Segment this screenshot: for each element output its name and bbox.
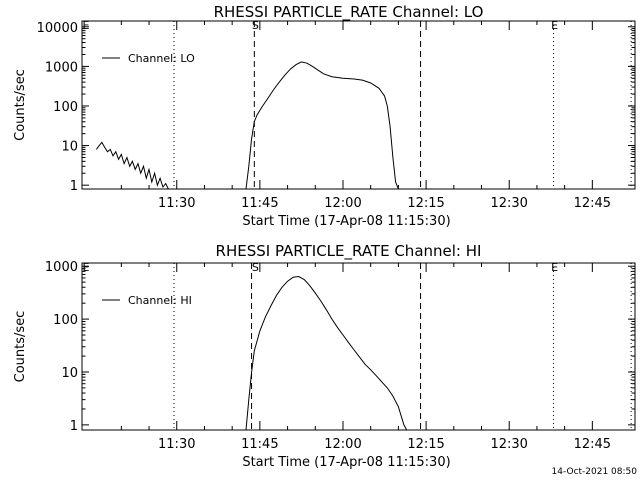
x-tick-label: 11:45 — [241, 196, 278, 211]
x-tick-label: 12:45 — [574, 196, 611, 211]
marker-label-edge: E — [83, 261, 90, 274]
x-tick-label: 12:00 — [324, 437, 361, 452]
series-line — [245, 275, 408, 430]
y-tick-label: 100 — [53, 100, 78, 115]
marker-label-s: S — [252, 261, 259, 274]
y-tick-label: 1 — [70, 179, 78, 194]
y-tick-label: 100 — [53, 313, 78, 328]
timestamp: 14-Oct-2021 08:50 — [552, 467, 638, 477]
x-tick-label: 12:30 — [490, 196, 527, 211]
legend-label: Channel: LO — [128, 52, 195, 65]
x-tick-label: 11:45 — [241, 437, 278, 452]
y-axis-label: Counts/sec — [13, 69, 28, 141]
legend-label: Channel: HI — [128, 294, 192, 307]
panel-lo: RHESSI PARTICLE_RATE Channel: LO 1 10 100 10… — [13, 3, 636, 229]
y-tick-label: 10 — [61, 366, 78, 381]
x-axis-label: Start Time (17-Apr-08 11:15:30) — [242, 455, 450, 470]
chart-title: RHESSI PARTICLE_RATE Channel: LO — [214, 3, 484, 22]
y-tick-label: 10000 — [37, 21, 78, 36]
series-line — [245, 61, 399, 189]
x-tick-label: 11:30 — [158, 196, 195, 211]
y-tick-label: 1 — [70, 419, 78, 434]
x-tick-label: 12:30 — [490, 437, 527, 452]
series-line — [95, 141, 169, 189]
plot-frame — [81, 262, 636, 431]
y-tick-label: 1000 — [45, 260, 78, 275]
plot-frame — [81, 20, 636, 190]
marker-label-e: E — [551, 19, 558, 32]
panel-hi: RHESSI PARTICLE_RATE Channel: HI 1 10 100 10… — [13, 242, 636, 470]
chart-title: RHESSI PARTICLE_RATE Channel: HI — [216, 242, 482, 261]
marker-label-e: E — [551, 261, 558, 274]
x-tick-label: 12:15 — [407, 437, 444, 452]
y-axis-label: Counts/sec — [13, 311, 28, 383]
x-tick-label: 12:45 — [574, 437, 611, 452]
x-tick-label: 12:00 — [324, 196, 361, 211]
marker-label-edge: E — [83, 19, 90, 32]
x-tick-label: 12:15 — [407, 196, 444, 211]
x-axis-label: Start Time (17-Apr-08 11:15:30) — [242, 214, 450, 229]
y-tick-label: 1000 — [45, 60, 78, 75]
x-tick-label: 11:30 — [158, 437, 195, 452]
marker-label-s: S — [252, 19, 259, 32]
y-tick-label: 10 — [61, 140, 78, 155]
